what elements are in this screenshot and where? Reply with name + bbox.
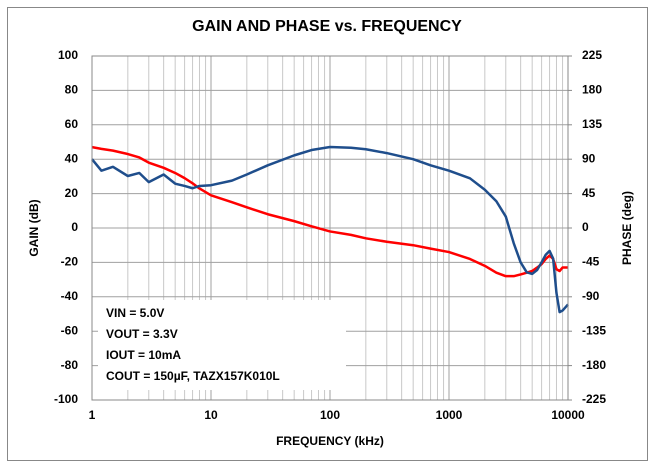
y-tick-label: 20 (65, 186, 79, 200)
chart-title: GAIN AND PHASE vs. FREQUENCY (192, 18, 462, 35)
x-tick-label: 100 (320, 408, 340, 422)
y-tick-label: -80 (61, 358, 79, 372)
y-tick-label: 80 (65, 83, 79, 97)
x-tick-label: 10 (204, 408, 218, 422)
y2-tick-label: 225 (582, 48, 602, 62)
y-axis-label: GAIN (dB) (27, 199, 41, 256)
lines (91, 145, 569, 314)
y2-tick-label: -90 (582, 289, 600, 303)
y-tick-label: -100 (54, 392, 78, 406)
y2-tick-label: -45 (582, 255, 600, 269)
chart-border (7, 7, 648, 461)
y2-axis-label: PHASE (deg) (620, 191, 634, 265)
series-line (91, 145, 569, 314)
y2-tick-label: 90 (582, 151, 596, 165)
x-axis-label: FREQUENCY (kHz) (276, 434, 384, 448)
annotation: VOUT = 3.3V (106, 327, 178, 341)
y2-tick-label: -135 (582, 323, 606, 337)
y-tick-label: 40 (65, 151, 79, 165)
y-tick-label: 0 (71, 220, 78, 234)
y-tick-label: -20 (61, 255, 79, 269)
y-tick-label: 60 (65, 117, 79, 131)
y2-tick-label: -180 (582, 358, 606, 372)
y-tick-label: -60 (61, 323, 79, 337)
x-tick-label: 1 (89, 408, 96, 422)
y2-tick-label: 0 (582, 220, 589, 234)
y2-tick-label: 45 (582, 186, 596, 200)
annotation-box (98, 300, 346, 390)
y2-tick-label: 135 (582, 117, 602, 131)
annotation: VIN = 5.0V (106, 306, 164, 320)
y-tick-label: -40 (61, 289, 79, 303)
annotations: VIN = 5.0V VOUT = 3.3V IOUT = 10mA COUT = 1… (106, 306, 280, 383)
y2-tick-label: 180 (582, 83, 602, 97)
x-tick-label: 1000 (436, 408, 463, 422)
x-tick-label: 10000 (551, 408, 585, 422)
annotation: COUT = 150µF, TAZX157K010L (106, 369, 280, 383)
annotation: IOUT = 10mA (106, 348, 181, 362)
y-tick-label: 100 (58, 48, 78, 62)
y2-tick-label: -225 (582, 392, 606, 406)
